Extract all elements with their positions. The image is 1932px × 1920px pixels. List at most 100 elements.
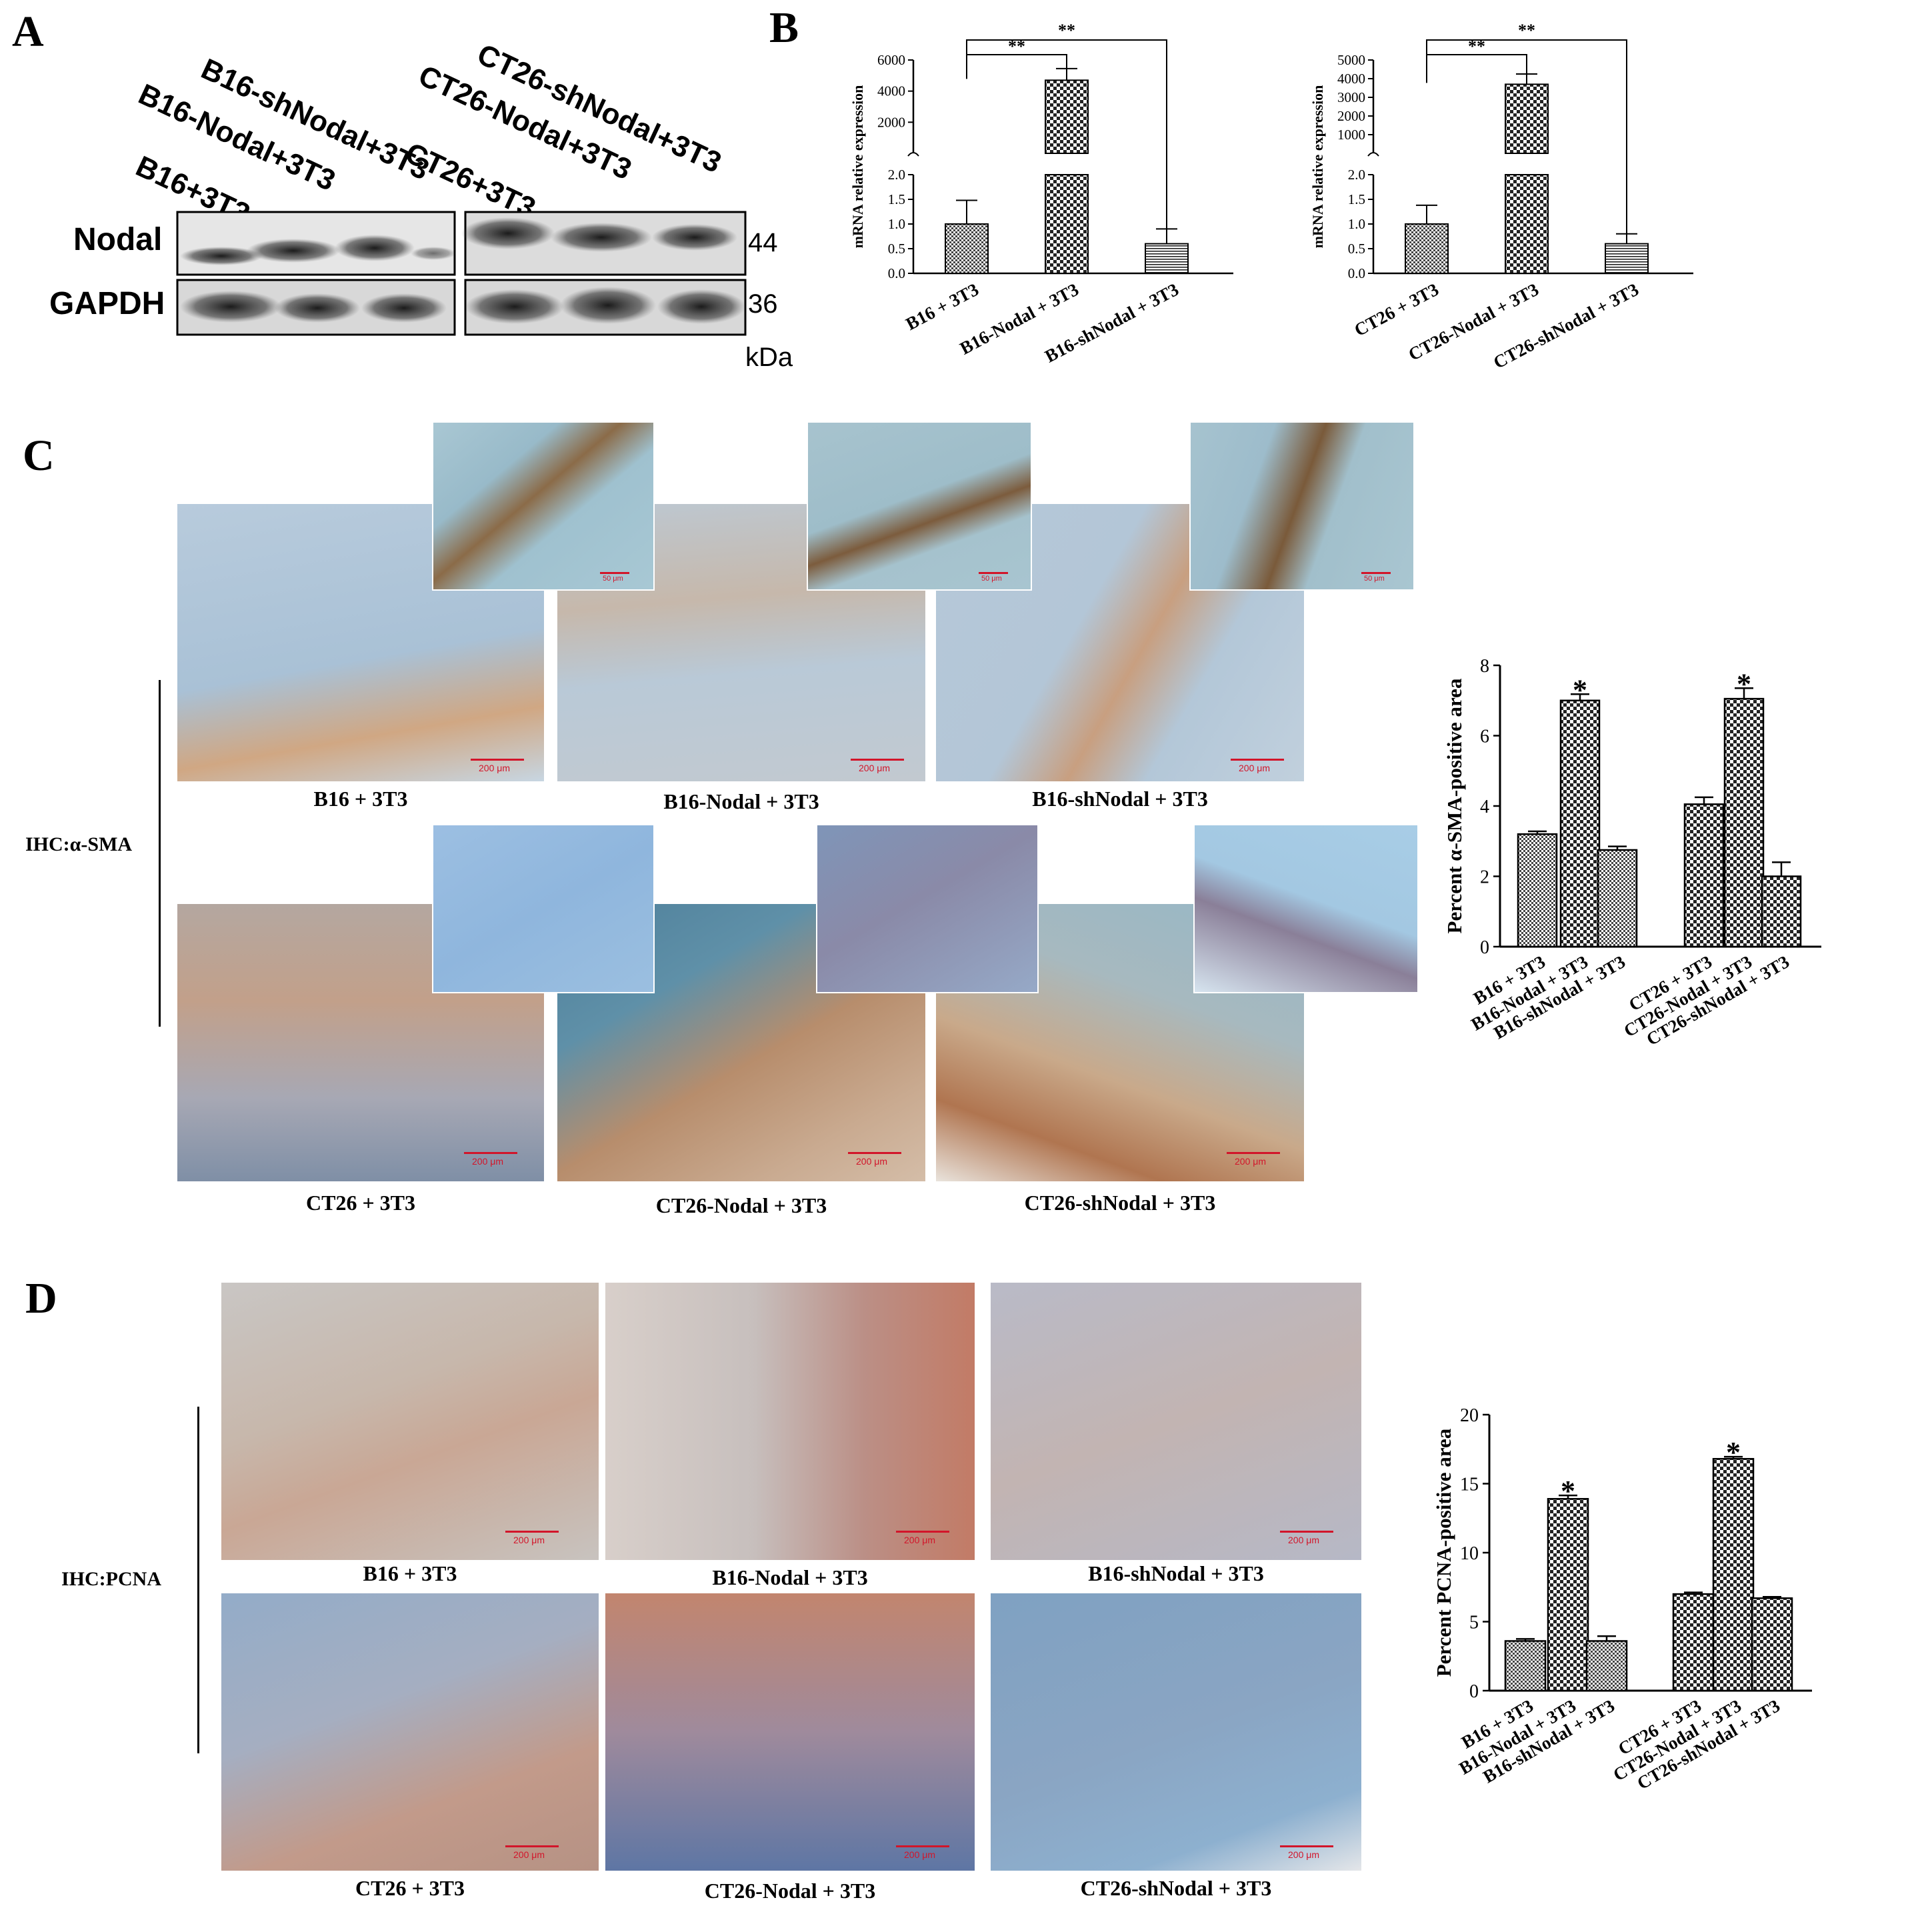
scalebar-pcna-3 [1280,1531,1333,1533]
panel-label-c: C [23,431,55,480]
significance-star: * [1726,1436,1741,1469]
scalebar-inset-1 [600,572,629,574]
scalebar-sma-4 [464,1152,517,1154]
mrna-chart-ct26: 0.0 0.5 1.0 1.5 2.0 1000 2000 3000 4000 5000 mRNA … [1309,21,1693,373]
bar [1761,875,1802,948]
caption-sma-b16-nodal: B16-Nodal + 3T3 [663,789,819,813]
scalebar-pcna-1 [505,1531,559,1533]
y-tick-label: 1.0 [888,216,905,232]
scalebar-sma-5 [848,1152,901,1154]
y-tick-label: 0.5 [1348,241,1365,257]
caption-sma-b16: B16 + 3T3 [313,787,408,811]
bar [1751,1597,1793,1692]
scale-text-pcna-6: 200 μm [1288,1849,1319,1860]
y-tick-label: 1.5 [1348,191,1365,207]
scale-text-inset-2: 50 μm [981,575,1002,583]
scalebar-inset-2 [979,572,1008,574]
y-tick-label: 8 [1480,656,1489,677]
significance-bracket [966,54,1067,79]
y-axis-title: mRNA relative expression [1309,85,1326,249]
mw-unit: kDa [745,343,793,372]
y-tick-label: 2.0 [888,167,905,183]
scale-text-sma-3: 200 μm [1239,763,1270,773]
caption-pcna-b16-shnodal: B16-shNodal + 3T3 [1088,1561,1264,1585]
caption-pcna-ct26: CT26 + 3T3 [355,1876,465,1900]
y-tick-label: 2 [1480,867,1489,888]
scalebar-sma-3 [1231,759,1284,761]
caption-sma-ct26: CT26 + 3T3 [305,1191,416,1215]
micrograph-pcna-ct26 [221,1593,599,1871]
bar [1405,223,1449,274]
caption-pcna-b16: B16 + 3T3 [363,1561,457,1585]
scalebar-pcna-2 [896,1531,949,1533]
ihc-sma-label: IHC:α-SMA [25,833,133,855]
bar-lower-segment [1505,174,1549,274]
significance-marker: ** [1058,21,1075,40]
bar [1683,803,1725,948]
bar-lower-segment [1045,174,1089,274]
mw-44: 44 [748,228,778,257]
bar [1712,1457,1755,1692]
inset-sma-ct26-nodal [816,824,1039,993]
western-blot-images [176,211,747,336]
ihc-pcna-bracket [197,1407,199,1753]
panel-label-d: D [25,1274,57,1323]
ihc-pcna-label: IHC:PCNA [61,1568,161,1590]
caption-sma-b16-shnodal: B16-shNodal + 3T3 [1032,787,1208,811]
bar-upper-segment [1045,79,1089,154]
inset-sma-ct26-shnodal [1193,824,1419,993]
y-tick-label: 1.0 [1348,216,1365,232]
scale-text-pcna-1: 200 μm [513,1535,545,1545]
bar [1559,699,1601,948]
micrograph-pcna-ct26-nodal [605,1593,975,1871]
scale-text-sma-2: 200 μm [859,763,890,773]
scale-text-sma-5: 200 μm [856,1156,887,1167]
scale-text-sma-4: 200 μm [472,1156,503,1167]
scalebar-sma-6 [1227,1152,1280,1154]
scale-text-pcna-3: 200 μm [1288,1535,1319,1545]
y-tick-label: 1.5 [888,191,905,207]
scale-text-sma-1: 200 μm [479,763,510,773]
scalebar-pcna-4 [505,1845,559,1847]
y-tick-label: 20 [1460,1405,1479,1426]
y-tick-label: 6000 [877,52,905,68]
y-tick-label: 4000 [877,83,905,99]
bar [1585,1640,1628,1692]
caption-pcna-ct26-shnodal: CT26-shNodal + 3T3 [1080,1876,1272,1900]
significance-marker: ** [1518,21,1535,40]
inset-sma-b16 [432,421,655,591]
bar [1547,1498,1589,1692]
caption-sma-ct26-nodal: CT26-Nodal + 3T3 [655,1193,827,1217]
y-tick-label: 0.0 [1348,265,1365,281]
y-tick-label: 5000 [1337,52,1365,68]
y-tick-label: 2000 [1337,108,1365,124]
significance-bracket [966,39,1167,229]
significance-star: * [1561,1475,1575,1507]
scale-text-sma-6: 200 μm [1235,1156,1266,1167]
y-tick-label: 2.0 [1348,167,1365,183]
mw-36: 36 [748,289,778,319]
y-tick-label: 0.0 [888,265,905,281]
bar [1672,1593,1715,1692]
bar [1597,849,1638,948]
y-tick-label: 2000 [877,114,905,130]
y-axis-title: mRNA relative expression [849,85,866,249]
inset-sma-b16-shnodal [1189,421,1415,591]
micrograph-pcna-b16-nodal [605,1283,975,1560]
ihc-sma-bracket [159,680,161,1027]
axis-break-mark [907,152,919,157]
micrograph-pcna-b16 [221,1283,599,1560]
scale-text-pcna-4: 200 μm [513,1849,545,1860]
mrna-chart-b16: 0.0 0.5 1.0 1.5 2.0 2000 4000 6000 mRNA relative… [849,21,1233,367]
significance-bracket [1426,54,1527,83]
bar [945,223,989,274]
caption-pcna-ct26-nodal: CT26-Nodal + 3T3 [704,1879,876,1903]
x-tick-label: CT26 + 3T3 [1351,279,1442,340]
y-tick-label: 6 [1480,727,1489,747]
y-tick-label: 3000 [1337,89,1365,105]
scale-text-pcna-5: 200 μm [904,1849,935,1860]
x-tick-label: B16 + 3T3 [903,279,982,334]
scalebar-sma-1 [471,759,524,761]
